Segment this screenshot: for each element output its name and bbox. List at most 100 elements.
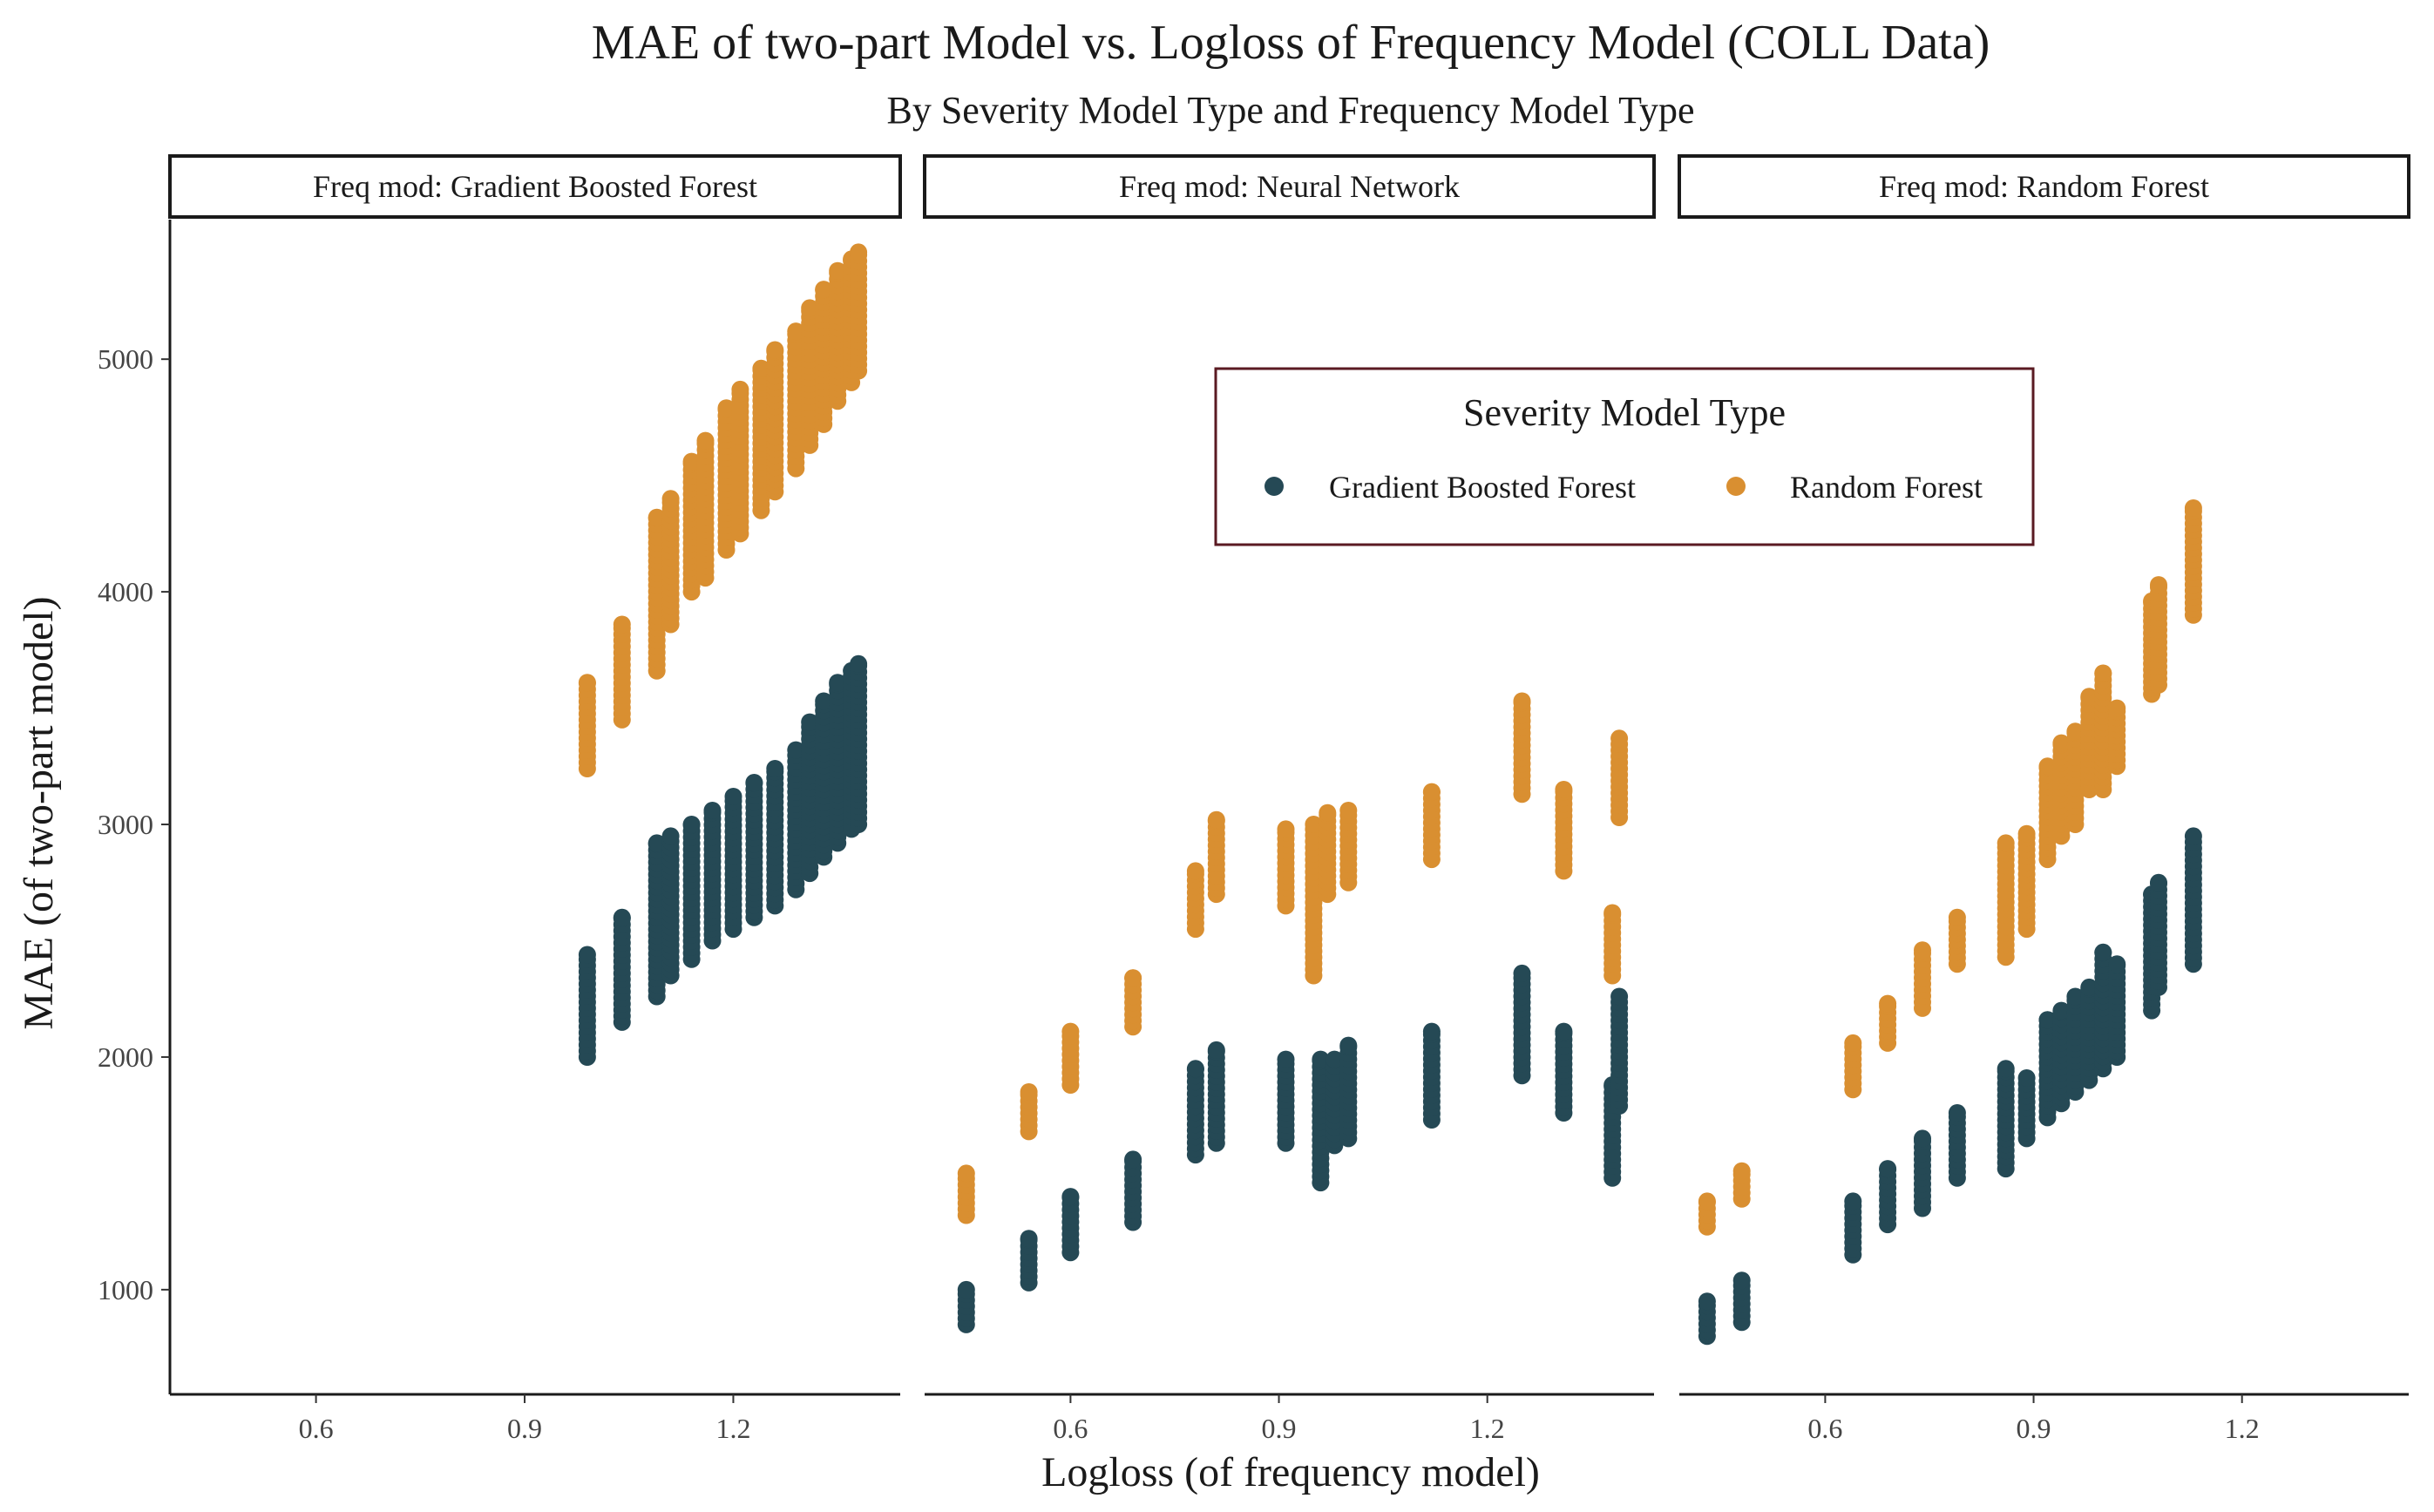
x-tick-label: 0.9 [507, 1413, 542, 1444]
facet-strip [1678, 154, 2410, 219]
data-point [815, 692, 833, 710]
data-point [850, 243, 868, 261]
data-point [2038, 1011, 2057, 1029]
data-point [1325, 1050, 1344, 1068]
y-tick-label: 3000 [98, 809, 153, 840]
data-point [850, 654, 868, 673]
y-tick-label: 4000 [98, 576, 153, 607]
data-point [682, 816, 701, 833]
data-point [2094, 943, 2112, 961]
data-point [1277, 1050, 1295, 1068]
series-group [957, 692, 1629, 1224]
data-point [578, 946, 596, 964]
data-point [1339, 1036, 1358, 1054]
data-point [1997, 834, 2015, 852]
data-point [1698, 1192, 1716, 1210]
data-point [1312, 1050, 1330, 1068]
x-axis-title: Logloss (of frequency model) [1041, 1449, 1540, 1495]
series-group [578, 243, 868, 777]
x-tick-label: 0.6 [1053, 1413, 1088, 1444]
data-point [787, 322, 805, 341]
data-point [1186, 862, 1204, 880]
data-point [1422, 1022, 1441, 1041]
data-point [717, 399, 736, 417]
data-point [1555, 781, 1573, 798]
series-group [578, 654, 868, 1066]
data-point [647, 508, 666, 526]
data-point [2094, 664, 2112, 682]
data-point [2066, 987, 2085, 1006]
facet-panel: Freq mod: Neural Network 0.6 0.9 1.2 [923, 154, 1656, 1444]
legend-entry-label: Gradient Boosted Forest [1329, 470, 1636, 505]
data-point [1207, 1041, 1225, 1059]
data-point [2038, 757, 2057, 776]
data-point [1914, 1129, 1931, 1148]
data-point [724, 788, 742, 805]
data-point [1948, 908, 1966, 926]
data-point [1610, 729, 1629, 748]
data-point [1020, 1083, 1038, 1101]
y-tick-label: 5000 [98, 343, 153, 375]
legend-key [1726, 477, 1746, 496]
data-point [2150, 873, 2167, 892]
x-tick-label: 0.6 [299, 1413, 334, 1444]
data-point [1879, 1160, 1897, 1178]
data-point [661, 827, 680, 845]
data-point [1603, 904, 1622, 922]
legend: Severity Model Type Gradient Boosted Fore… [1214, 367, 2035, 546]
facet-strip-label: Freq mod: Random Forest [1879, 169, 2209, 204]
facet-strip-label: Freq mod: Neural Network [1119, 169, 1460, 204]
data-point [578, 674, 596, 692]
data-point [1124, 969, 1142, 987]
data-point [1732, 1162, 1751, 1180]
data-point [613, 615, 631, 634]
data-point [1305, 816, 1323, 833]
data-point [2184, 827, 2202, 845]
data-point [766, 760, 784, 777]
data-point [2080, 978, 2098, 996]
data-point [1339, 802, 1358, 819]
data-point [2052, 1001, 2071, 1020]
legend-key [1264, 477, 1284, 496]
data-point [1914, 941, 1931, 959]
data-point [787, 741, 805, 759]
facet-strip [168, 154, 902, 219]
y-tick-label: 1000 [98, 1274, 153, 1305]
data-point [2108, 699, 2126, 717]
x-tick-label: 0.6 [1807, 1413, 1842, 1444]
data-point [647, 834, 666, 852]
data-point [1844, 1192, 1862, 1210]
series-group [1698, 499, 2202, 1236]
data-point [1698, 1292, 1716, 1311]
facet-panel: Freq mod: Gradient Boosted Forest 0.6 0.9 1… [168, 154, 902, 1444]
legend-entry-label: Random Forest [1790, 470, 1983, 505]
data-point [752, 359, 770, 377]
data-point [2017, 824, 2036, 843]
data-point [1186, 1060, 1204, 1078]
x-tick-label: 1.2 [2225, 1413, 2260, 1444]
data-point [957, 1280, 975, 1298]
data-point [2066, 722, 2085, 741]
y-axis-title: MAE (of two-part model) [16, 596, 62, 1029]
data-point [696, 431, 715, 450]
x-tick-label: 0.9 [1262, 1413, 1297, 1444]
facet-strip [923, 154, 1656, 219]
data-point [2017, 1069, 2036, 1087]
data-point [1555, 1022, 1573, 1041]
data-point [682, 452, 701, 471]
data-point [1513, 964, 1531, 982]
data-point [1997, 1060, 2015, 1078]
data-point [1422, 783, 1441, 801]
data-point [2150, 576, 2167, 594]
data-point [1610, 987, 1629, 1006]
data-point [1061, 1188, 1080, 1206]
data-point [731, 380, 749, 398]
chart-subtitle: By Severity Model Type and Frequency Mod… [886, 89, 1694, 132]
facet-panel: Freq mod: Random Forest 0.6 0.9 1.2 [1678, 154, 2410, 1444]
data-point [829, 674, 847, 692]
data-point [2052, 734, 2071, 752]
x-tick-label: 0.9 [2017, 1413, 2051, 1444]
series-group [957, 964, 1629, 1333]
